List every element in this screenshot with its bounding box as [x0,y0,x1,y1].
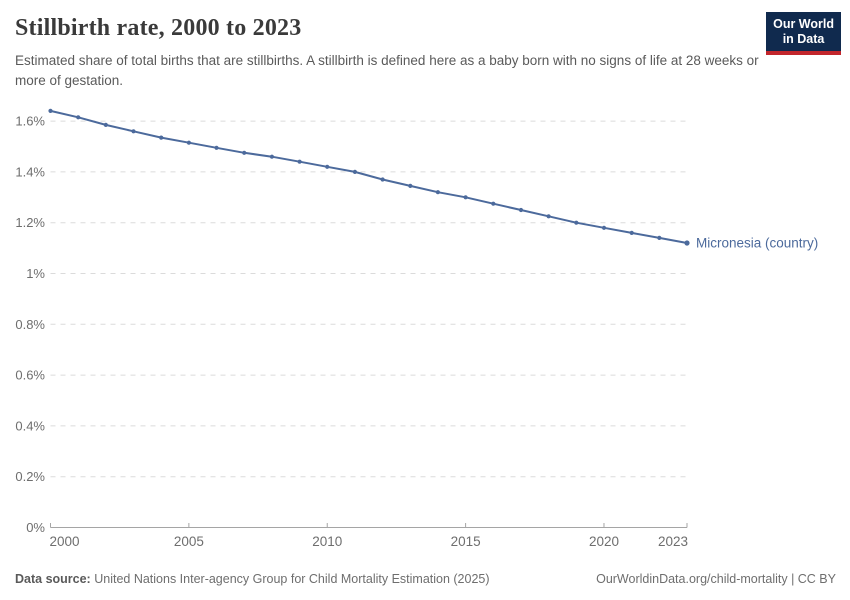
x-tick-label: 2000 [50,534,80,549]
data-point[interactable] [48,108,53,113]
owid-logo-line2: in Data [782,32,825,46]
owid-logo-line1: Our World [773,17,834,31]
data-point[interactable] [103,122,108,127]
data-source: Data source: United Nations Inter-agency… [15,571,490,587]
x-tick-label: 2015 [451,534,481,549]
data-point[interactable] [76,115,81,120]
data-point[interactable] [463,195,468,200]
data-point[interactable] [518,207,524,213]
x-tick-label: 2023 [658,534,688,549]
y-tick-label: 1.4% [15,164,45,179]
data-point[interactable] [491,201,496,206]
data-source-label: Data source: [15,572,91,586]
x-tick-label: 2020 [589,534,619,549]
data-point[interactable] [657,235,662,240]
y-tick-label: 1.6% [15,114,45,129]
data-point[interactable] [325,164,330,169]
data-line[interactable] [49,109,688,244]
y-tick-label: 0.6% [15,368,45,383]
data-point[interactable] [269,154,274,159]
data-point[interactable] [186,140,191,145]
owid-logo[interactable]: Our World in Data [766,12,841,55]
data-point[interactable] [546,214,551,219]
data-point[interactable] [242,150,247,155]
data-point[interactable] [131,129,136,134]
series-label[interactable]: Micronesia (country) [696,236,818,251]
data-point[interactable] [352,169,357,174]
data-point[interactable] [159,135,164,140]
data-point[interactable] [435,190,440,195]
data-point[interactable] [214,145,219,150]
chart-footer: Data source: United Nations Inter-agency… [15,571,836,587]
owid-citation-link[interactable]: OurWorldinData.org/child-mortality | CC … [596,572,836,586]
data-point[interactable] [601,225,607,230]
y-tick-label: 0.8% [15,317,45,332]
data-source-text: United Nations Inter-agency Group for Ch… [94,572,490,586]
y-tick-label: 1% [26,266,45,281]
data-point[interactable] [380,177,385,182]
data-point[interactable] [574,220,579,225]
y-tick-label: 0.4% [15,418,45,433]
y-tick-label: 0.2% [15,469,45,484]
data-point[interactable] [684,240,690,246]
data-point[interactable] [297,159,302,164]
y-tick-label: 1.2% [15,215,45,230]
chart-subtitle: Estimated share of total births that are… [15,53,759,88]
x-tick-label: 2005 [174,534,204,549]
data-point[interactable] [408,183,413,188]
chart-title: Stillbirth rate, 2000 to 2023 [15,15,302,41]
y-tick-label: 0% [26,520,45,535]
data-point[interactable] [629,230,634,235]
x-tick-label: 2010 [312,534,342,549]
